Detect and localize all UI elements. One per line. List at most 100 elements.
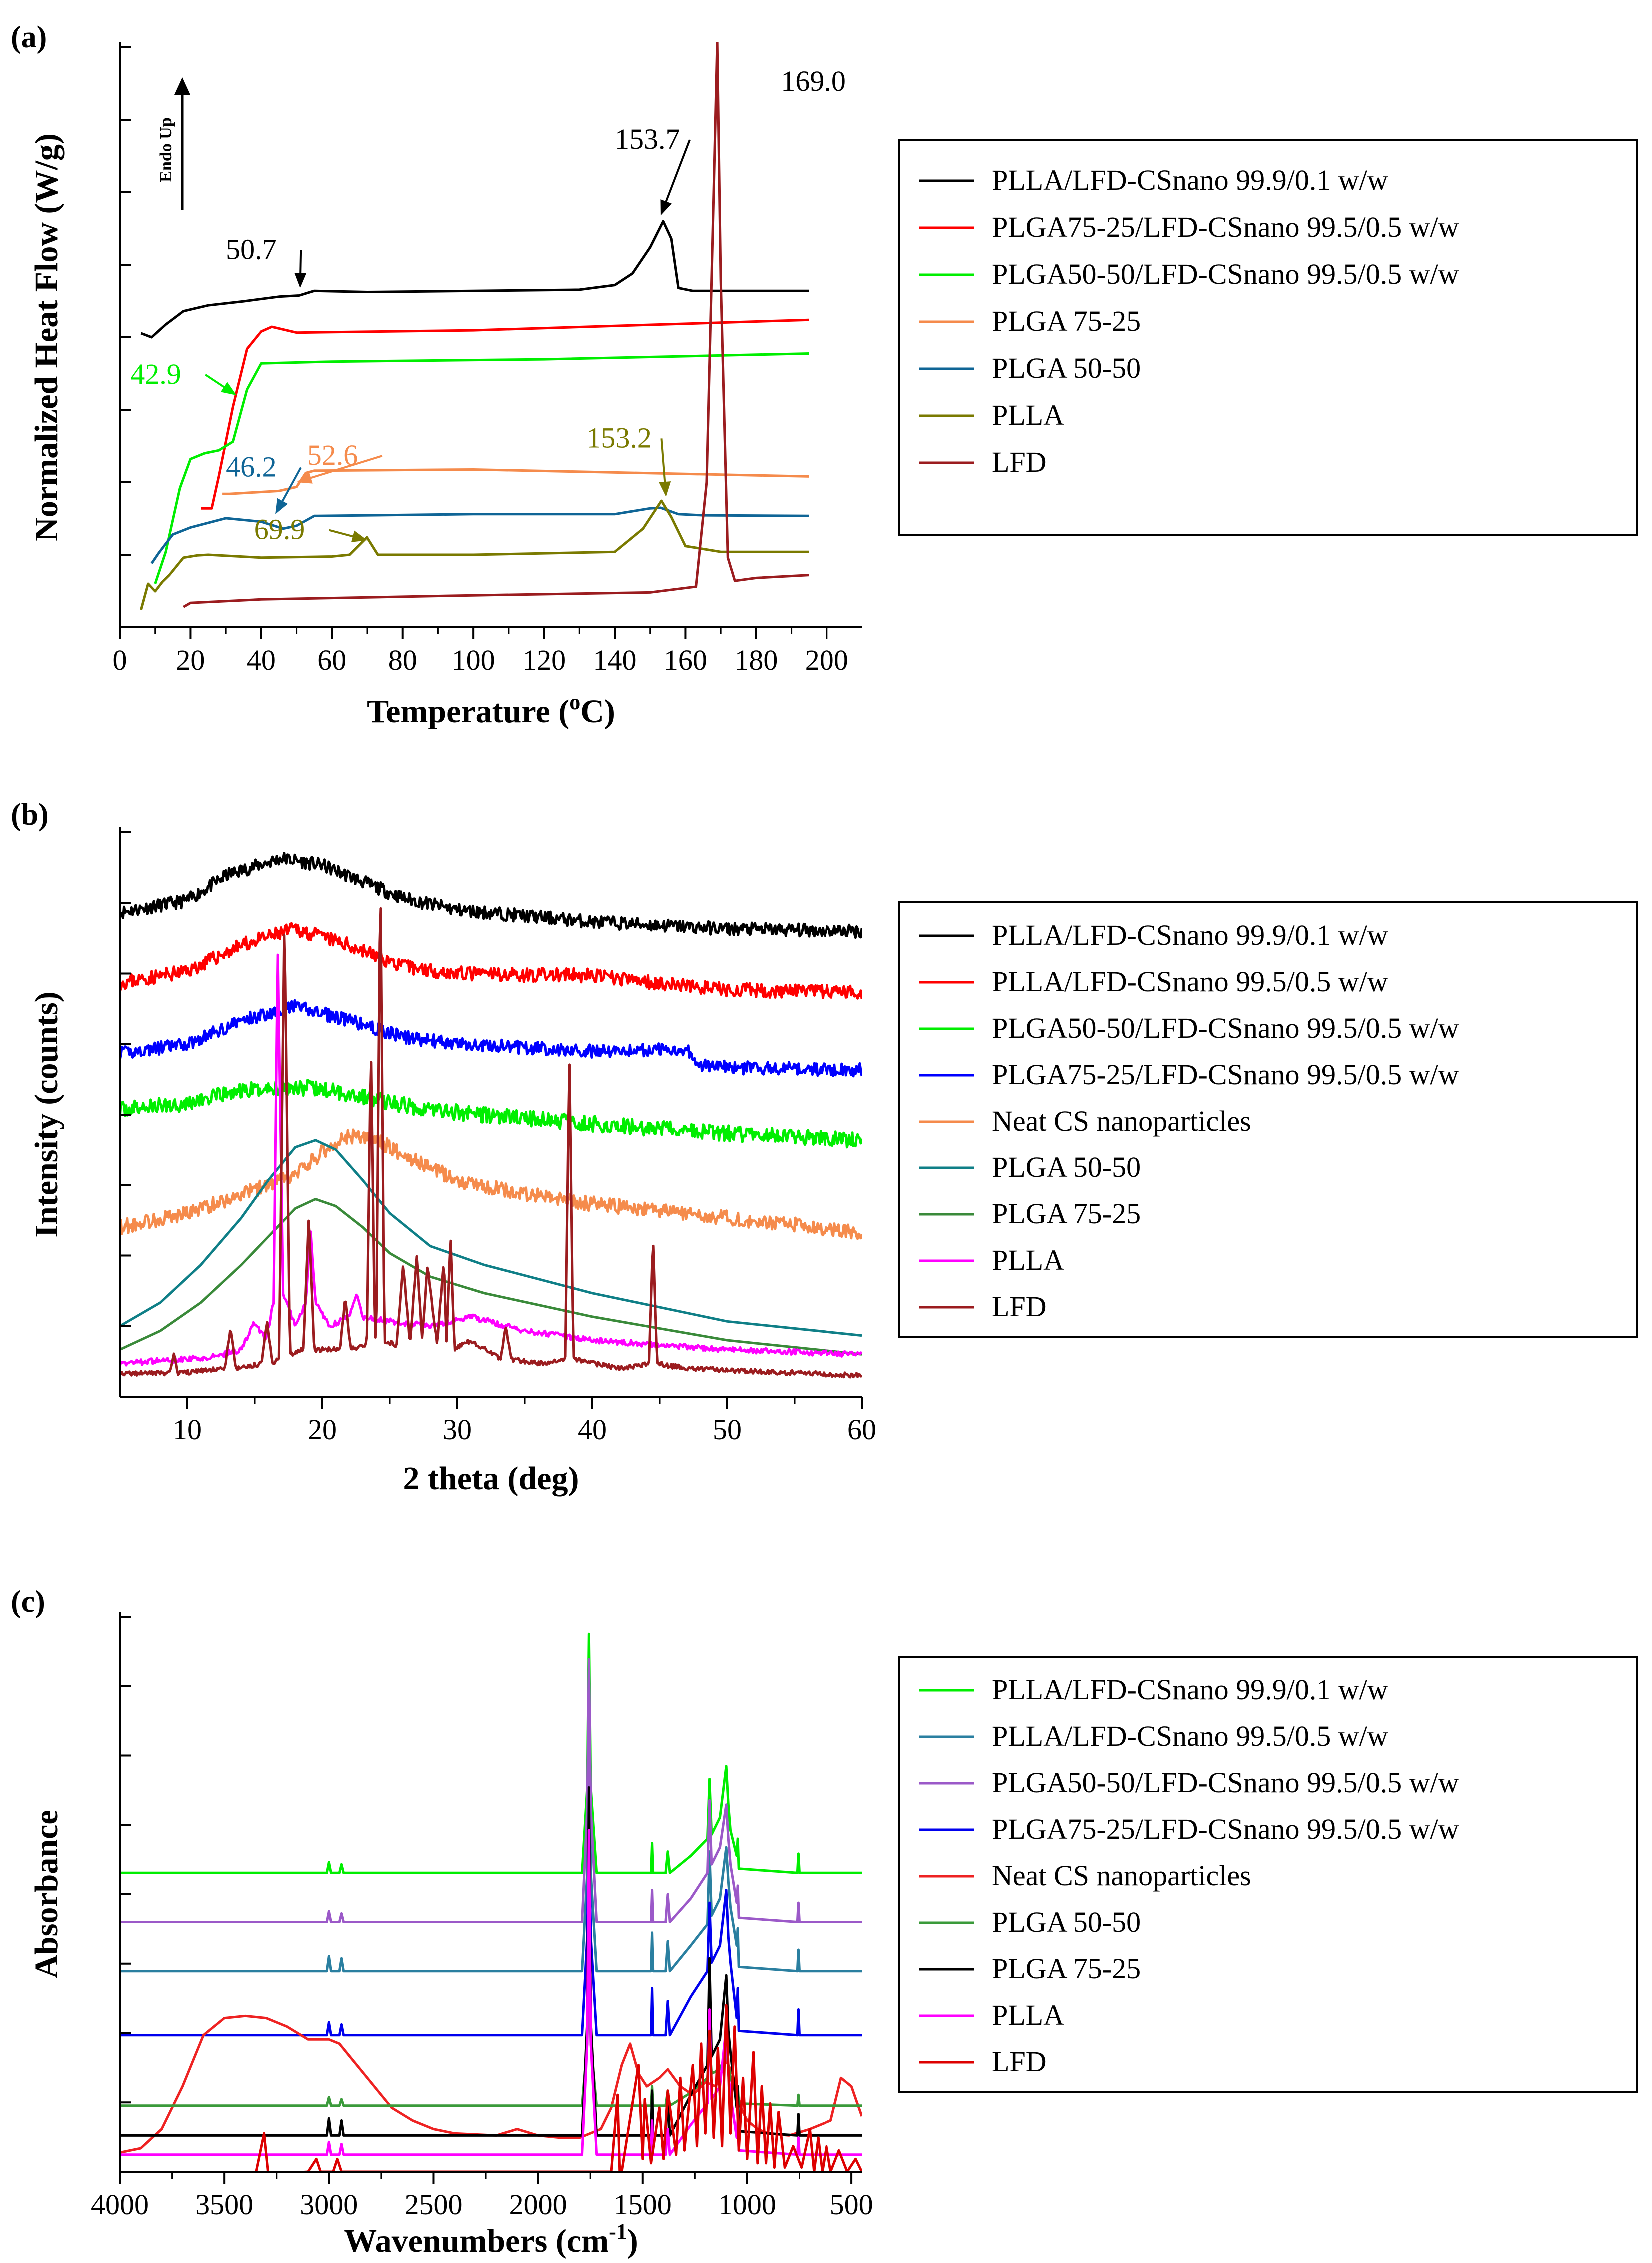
x-tick-label: 180 [734,644,778,676]
legend-entry: PLLA [992,399,1064,431]
legend-entry: LFD [992,1290,1047,1323]
x-tick-label: 40 [247,644,276,676]
legend-box [898,1656,1638,2093]
series-line-3 [120,1658,862,1923]
panel-label: (c) [11,1585,45,1619]
y-ticks [120,46,131,628]
series-line-1 [120,1632,862,1874]
x-axis-title-main: 2 theta (deg) [403,1460,579,1497]
legend: PLLA/LFD-CSnano 99.9/0.1 w/w PLGA75-25/LF… [898,139,1638,536]
x-tick-label: 0 [113,644,127,676]
series-line-5 [150,506,809,564]
legend-entry: PLGA75-25/LFD-CSnano 99.5/0.5 w/w [992,1813,1459,1845]
series-line-2 [120,1739,862,1973]
legend-entry: PLGA 50-50 [992,1151,1141,1183]
y-ticks [120,1616,131,2173]
annotation-arrowhead [296,472,313,484]
x-tick-label: 30 [443,1413,472,1446]
legend-entry: PLGA50-50/LFD-CSnano 99.5/0.5 w/w [992,1012,1459,1044]
series-line-5 [120,2014,862,2154]
y-axis-title: Absorbance [28,1810,65,1978]
x-tick-label: 20 [176,644,205,676]
series-line-5 [120,1128,862,1240]
panel-a: (a) 0 20 40 60 80 100 120 140 160 180 200 Temperatur… [11,20,1638,730]
panel-b: (b) 10 20 30 40 50 60 2 theta (deg) Intensity (c… [11,798,1638,1497]
x-tick-label: 3500 [195,2188,253,2221]
annotation-arrowhead [351,530,367,542]
legend-entry: PLGA 75-25 [992,305,1141,337]
x-tick-label: 200 [805,644,848,676]
x-tick-label: 40 [578,1413,607,1446]
legend-entry: PLGA75-25/LFD-CSnano 99.5/0.5 w/w [992,211,1459,243]
annotation-arrow [279,467,302,507]
x-axis-title: 2 theta (deg) [403,1460,579,1497]
panel-label: (b) [11,798,49,832]
annotation-arrowhead [660,199,672,216]
series-line-9 [120,907,862,1379]
series-line-7 [120,1198,862,1356]
legend-entry: PLGA50-50/LFD-CSnano 99.5/0.5 w/w [992,1766,1459,1799]
x-ticks: 10 20 30 40 50 60 [173,1397,876,1446]
legend-entry: PLLA [992,1999,1064,2031]
y-axis-title: Intensity (counts) [28,991,65,1237]
y-ticks [120,831,131,1398]
legend-entry: PLGA 50-50 [992,1906,1141,1938]
x-axis-title-tail: C) [580,693,615,730]
legend-entry: PLGA50-50/LFD-CSnano 99.5/0.5 w/w [992,258,1459,290]
legend-entry: PLLA [992,1244,1064,1276]
series-line-8 [120,953,862,1367]
x-axis-title: Temperature (oC) [367,690,615,730]
series-line-4 [120,1816,862,2037]
x-ticks: 4000 3500 3000 2500 2000 1500 1000 500 [91,2172,873,2221]
x-tick-label: 1000 [718,2188,776,2221]
x-tick-label: 10 [173,1413,202,1446]
x-tick-label: 2000 [509,2188,567,2221]
panel-label: (a) [11,20,47,54]
annotation-label: 42.9 [130,358,181,390]
endo-arrow-head [174,77,190,95]
x-tick-label: 4000 [91,2188,149,2221]
x-axis-title-tail: ) [627,2223,638,2259]
annotation-arrow [305,455,383,481]
annotation-label: 169.0 [781,65,846,97]
x-tick-label: 500 [830,2188,873,2221]
plot-area [139,42,810,610]
series-line-1 [120,852,862,939]
series-line-6 [139,499,809,610]
legend-entry: PLGA75-25/LFD-CSnano 99.5/0.5 w/w [992,1058,1459,1091]
series-line-1 [140,220,809,339]
legend-box [898,139,1638,536]
x-tick-label: 20 [308,1413,337,1446]
legend-entry: PLGA 75-25 [992,1197,1141,1230]
series-line-6 [120,1139,862,1337]
annotation-label: 50.7 [226,233,276,265]
x-tick-label: 160 [664,644,707,676]
legend-entry: PLLA/LFD-CSnano 99.9/0.1 w/w [992,919,1388,951]
x-axis-title-sup: o [569,690,580,714]
legend-entry: LFD [992,446,1047,478]
series-line-2 [201,318,809,510]
x-tick-label: 50 [713,1413,742,1446]
x-axis-title: Wavenumbers (cm-1) [344,2219,638,2259]
legend-box [898,901,1638,1338]
annotation-arrow [660,438,667,488]
endo-up-label: Endo Up [157,117,175,182]
x-axis-title-main: Wavenumbers (cm [344,2223,609,2259]
annotation-arrowhead [220,382,237,395]
y-axis-title: Normalized Heat Flow (W/g) [28,133,65,541]
panel-c: (c) 4000 3500 3000 2500 2000 1500 1000 500 Wavenu… [11,1585,1638,2259]
x-tick-label: 80 [388,644,417,676]
legend-entry: PLLA/LFD-CSnano 99.5/0.5 w/w [992,965,1388,998]
series-line-3 [120,1079,862,1149]
x-axis-title-main: Temperature ( [367,693,569,730]
x-ticks: 0 20 40 60 80 100 120 140 160 180 200 [113,627,848,676]
annotation-arrowhead [294,273,307,288]
annotation-label: 69.9 [254,513,305,546]
legend-entry: PLGA 75-25 [992,1952,1141,1985]
legend-entry: PLLA/LFD-CSnano 99.9/0.1 w/w [992,1673,1388,1706]
annotation-arrow [663,139,691,208]
legend: PLLA/LFD-CSnano 99.9/0.1 w/w PLLA/LFD-CSn… [898,1656,1638,2093]
series-line-7 [183,42,810,608]
legend-entry: PLLA/LFD-CSnano 99.9/0.1 w/w [992,164,1388,196]
